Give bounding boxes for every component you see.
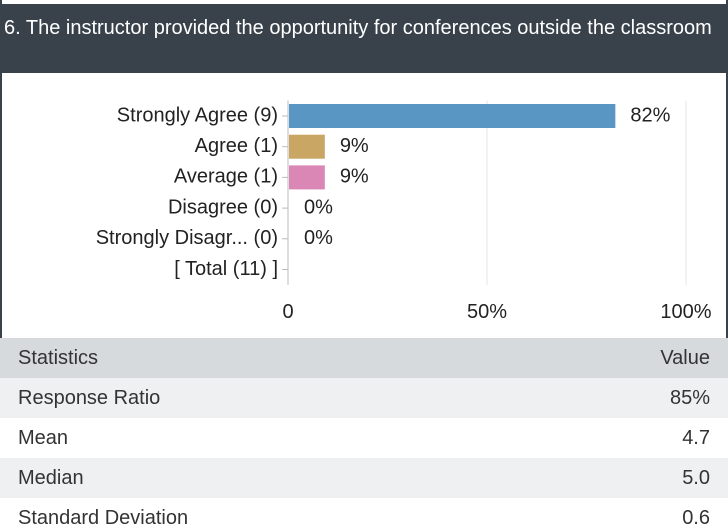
table-row: Mean 4.7 [0, 418, 728, 458]
bar [289, 104, 616, 128]
table-row: Response Ratio 85% [0, 378, 728, 418]
value-label: 0% [304, 227, 333, 249]
x-tick-label: 100% [660, 301, 711, 323]
value-cell: 4.7 [514, 418, 728, 458]
table-row: Standard Deviation 0.6 [0, 498, 728, 529]
value-cell: Value [514, 338, 728, 378]
value-cell: 5.0 [514, 458, 728, 498]
x-tick-label: 50% [467, 301, 507, 323]
bar [289, 165, 325, 190]
statistics-table: Statistics Value Response Ratio 85% Mean 4.7 M… [0, 338, 728, 529]
value-label: 9% [340, 135, 369, 157]
x-tick-label: 0 [282, 301, 293, 323]
total-label: [ Total (11) ] [174, 258, 278, 280]
category-label: Strongly Agree (9) [117, 104, 278, 126]
category-label: Disagree (0) [168, 196, 278, 218]
value-label: 9% [340, 166, 369, 188]
value-cell: 85% [514, 378, 728, 418]
label-cell: Standard Deviation [0, 498, 515, 529]
previous-panel-edge [0, 0, 728, 6]
bar [289, 134, 325, 159]
category-label: Strongly Disagr... (0) [96, 227, 278, 249]
label-cell: Median [0, 458, 515, 498]
chart: 0 50% 100% Strongly Agree (9) 82% Agree (1) 9%… [96, 100, 712, 323]
table-row: Statistics Value [0, 338, 728, 378]
value-label: 0% [304, 196, 333, 218]
label-cell: Response Ratio [0, 378, 515, 418]
value-label: 82% [630, 104, 670, 126]
question-title: 6. The instructor provided the opportuni… [0, 6, 728, 73]
category-label: Average (1) [174, 166, 278, 188]
label-cell: Statistics [0, 338, 515, 378]
label-cell: Mean [0, 418, 515, 458]
category-label: Agree (1) [195, 135, 278, 157]
value-cell: 0.6 [514, 498, 728, 529]
chart-panel: 0 50% 100% Strongly Agree (9) 82% Agree (1) 9%… [0, 73, 728, 338]
table-row: Median 5.0 [0, 458, 728, 498]
